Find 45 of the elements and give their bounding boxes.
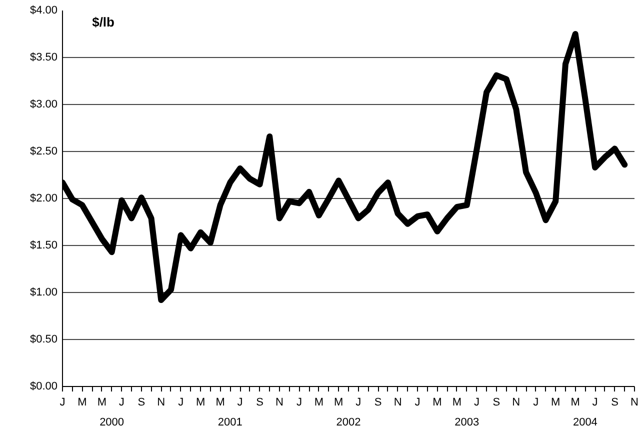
x-tick-label: M [78,396,87,408]
y-tick-label: $0.00 [30,380,58,392]
y-tick-label: $3.00 [30,98,58,110]
x-tick-label: N [157,396,166,408]
x-tick-label: J [356,396,362,408]
x-tick-label: J [296,396,302,408]
x-tick-label: J [178,396,184,408]
x-tick-label: J [474,396,480,408]
x-tick-label: N [630,396,639,408]
y-tick-label: $3.50 [30,52,58,64]
x-tick-label: N [394,396,402,408]
x-tick-label: J [118,396,124,408]
text: 2004 [572,416,598,428]
x-tick-label: J [592,396,598,408]
x-tick-label: M [196,396,206,408]
x-tick-label: J [60,396,66,408]
y-tick-label: $1.00 [30,286,58,298]
x-tick-label: S [611,396,618,408]
x-tick-label: M [452,396,462,408]
x-tick-label: M [97,396,107,408]
text: 2000 [100,416,124,428]
x-tick-label: M [334,396,344,408]
x-tick-label: M [570,396,580,408]
y-tick-label: $1.50 [30,240,58,252]
text: 2001 [218,416,242,428]
y-tick-label: $0.50 [30,334,58,346]
text: 2002 [336,416,361,428]
y-tick-label: $4.00 [30,4,58,16]
x-tick-label: N [512,396,520,408]
x-tick-label: S [256,396,264,408]
x-tick-label: J [414,396,420,408]
x-tick-label: M [551,396,560,408]
x-tick-label: M [216,396,225,408]
y-axis-title: $/lb [92,14,115,30]
y-tick-label: $2.00 [30,192,58,204]
x-tick-label: S [374,396,382,408]
x-tick-label: S [492,396,500,408]
x-tick-label: J [237,396,243,408]
x-tick-label: J [533,396,539,408]
x-tick-label: M [432,396,442,408]
text: 2003 [454,416,480,428]
x-tick-label: N [275,396,284,408]
x-tick-label: M [314,396,324,408]
x-tick-label: S [138,396,146,408]
y-tick-label: $2.50 [30,146,58,158]
